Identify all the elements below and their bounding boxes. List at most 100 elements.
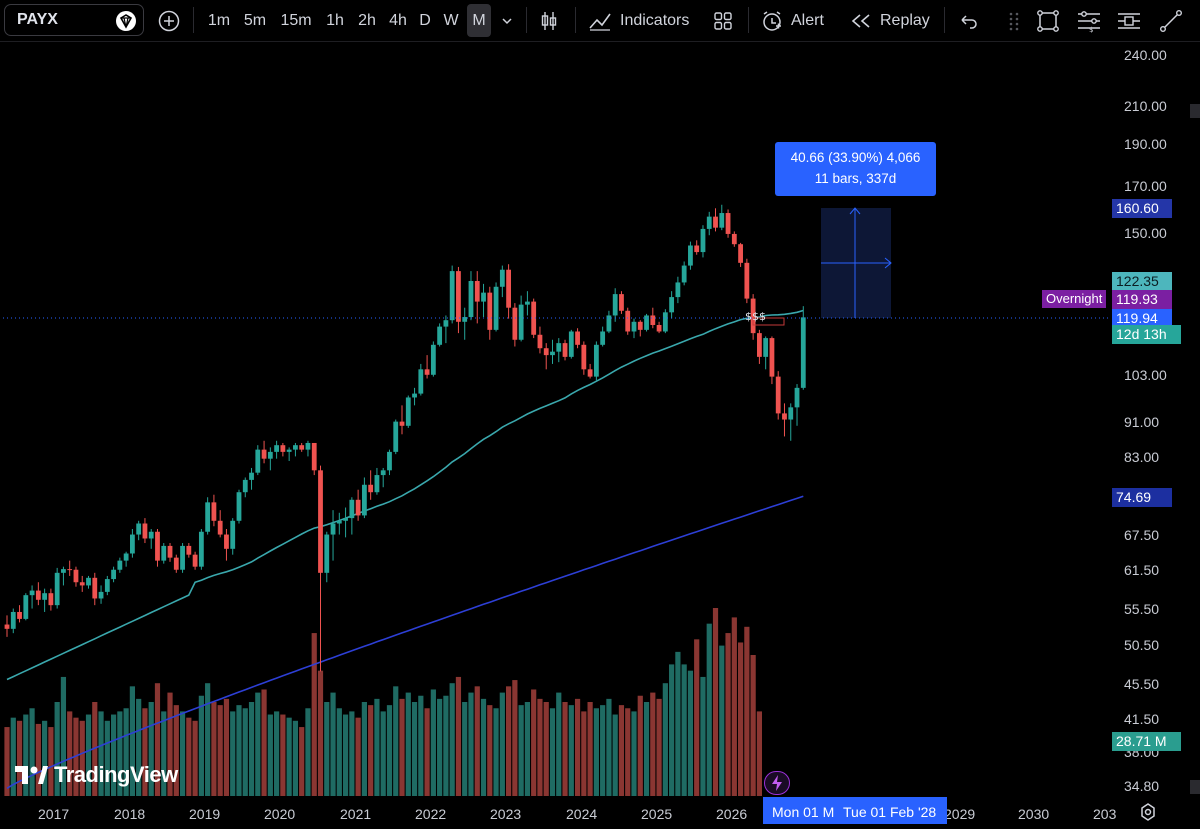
toolbar-separator bbox=[575, 7, 576, 33]
timeframe-2h[interactable]: 2h bbox=[358, 11, 376, 29]
compare-add-button[interactable] bbox=[155, 0, 183, 41]
replay-button[interactable]: Replay bbox=[850, 0, 932, 41]
timeframe-1m[interactable]: 1m bbox=[207, 11, 231, 29]
timeframe-m[interactable]: M bbox=[467, 4, 491, 37]
volume-bar bbox=[54, 702, 60, 796]
candle-body bbox=[167, 545, 173, 558]
price-chart[interactable]: $$$ bbox=[3, 43, 1110, 796]
candle-body bbox=[336, 520, 342, 524]
candle-body bbox=[775, 376, 781, 414]
candle-body bbox=[79, 582, 85, 586]
right-panel-tab[interactable] bbox=[1190, 104, 1200, 118]
timeframe-d[interactable]: D bbox=[419, 11, 431, 29]
volume-bar bbox=[4, 727, 10, 796]
candle-body bbox=[788, 407, 794, 420]
templates-button[interactable] bbox=[709, 0, 737, 41]
volume-bar bbox=[29, 708, 35, 796]
candle-body bbox=[86, 577, 91, 586]
candle-body bbox=[17, 611, 22, 619]
volume-bar bbox=[549, 708, 556, 796]
timeframe-4h[interactable]: 4h bbox=[389, 11, 407, 29]
top-toolbar: PAYX 1m 5m 15m 1h 2h 4h D W M Indicators… bbox=[0, 0, 1200, 42]
chart-type-button[interactable] bbox=[536, 0, 562, 41]
candle-body bbox=[462, 317, 468, 322]
candle-body bbox=[688, 245, 693, 266]
candle-body bbox=[700, 228, 706, 253]
candle-body bbox=[142, 523, 148, 539]
volume-bar bbox=[669, 664, 675, 796]
candle-body bbox=[456, 271, 461, 322]
volume-bar bbox=[618, 705, 625, 796]
candle-body bbox=[449, 271, 455, 321]
crosshair-start-label: Mon 01 M bbox=[772, 804, 835, 820]
indicators-button[interactable]: Indicators bbox=[588, 0, 694, 41]
candle-body bbox=[387, 451, 392, 471]
candle-body bbox=[593, 344, 599, 377]
volume-bar bbox=[129, 686, 135, 796]
volume-bar bbox=[737, 642, 744, 796]
annotation-box[interactable] bbox=[752, 317, 785, 326]
volume-bar bbox=[317, 670, 324, 796]
timeframe-w[interactable]: W bbox=[443, 11, 459, 29]
price-range-arrow-up bbox=[849, 207, 861, 215]
volume-bar bbox=[192, 720, 198, 796]
candle-body bbox=[155, 531, 160, 561]
timeframe-dropdown[interactable] bbox=[497, 0, 517, 41]
alert-button[interactable]: Alert bbox=[760, 0, 832, 41]
long-position-tool-button[interactable]: $ bbox=[1074, 0, 1104, 41]
candle-body bbox=[117, 560, 123, 570]
price-label-210: 210.00 bbox=[1124, 98, 1167, 114]
candle-body bbox=[731, 233, 737, 245]
candle-body bbox=[481, 292, 486, 302]
volume-bar bbox=[60, 676, 67, 796]
price-label-41: 41.50 bbox=[1124, 711, 1160, 727]
axis-settings-button[interactable] bbox=[1138, 802, 1160, 824]
price-range-icon bbox=[1118, 12, 1140, 29]
volume-bar bbox=[499, 692, 505, 796]
alert-label: Alert bbox=[791, 11, 824, 29]
volume-bar bbox=[574, 698, 581, 796]
volume-bar bbox=[556, 692, 562, 796]
volume-bar bbox=[756, 711, 762, 796]
volume-bar bbox=[23, 714, 29, 796]
volume-bar bbox=[336, 708, 342, 796]
drag-handle-icon[interactable] bbox=[1004, 0, 1024, 41]
timeframe-5m[interactable]: 5m bbox=[243, 11, 267, 29]
symbol-info-icon[interactable] bbox=[115, 10, 137, 32]
undo-button[interactable] bbox=[956, 0, 982, 41]
overnight-tag: Overnight bbox=[1042, 290, 1107, 308]
right-panel-tab[interactable] bbox=[1190, 780, 1200, 794]
volume-bar bbox=[349, 711, 355, 796]
price-label-67: 67.50 bbox=[1124, 527, 1160, 543]
timeframe-15m[interactable]: 15m bbox=[280, 11, 312, 29]
volume-bar bbox=[48, 727, 54, 796]
timeframe-1h[interactable]: 1h bbox=[326, 11, 344, 29]
annotation-label[interactable]: $$$ bbox=[745, 310, 766, 323]
volume-bar bbox=[67, 711, 73, 796]
volume-bar bbox=[368, 705, 374, 796]
candle-body bbox=[380, 470, 386, 476]
indicators-icon bbox=[589, 13, 611, 31]
candle-body bbox=[61, 569, 66, 573]
rectangle-tool-button[interactable] bbox=[1034, 0, 1062, 41]
year-label-2026: 2026 bbox=[716, 806, 748, 822]
candle-body bbox=[587, 369, 593, 377]
candle-body bbox=[581, 344, 587, 370]
trend-line-tool-button[interactable] bbox=[1156, 0, 1186, 41]
volume-bar bbox=[424, 708, 430, 796]
year-label-2021: 2021 bbox=[340, 806, 372, 822]
year-label-2030: 2030 bbox=[1018, 806, 1050, 822]
symbol-search-button[interactable]: PAYX bbox=[4, 4, 144, 36]
lightning-button[interactable] bbox=[764, 771, 790, 795]
candle-body bbox=[562, 343, 568, 357]
tradingview-logo[interactable]: TradingView bbox=[14, 760, 178, 790]
price-range-tool-button[interactable] bbox=[1114, 0, 1144, 41]
tradingview-logo-icon bbox=[15, 766, 48, 784]
year-label-2020: 2020 bbox=[264, 806, 296, 822]
candle-body bbox=[42, 593, 48, 600]
volume-bar bbox=[223, 698, 230, 796]
volume-bar bbox=[292, 720, 299, 796]
volume-bar bbox=[167, 692, 173, 796]
volume-bar bbox=[198, 695, 204, 796]
rectangle-icon bbox=[1037, 9, 1059, 32]
